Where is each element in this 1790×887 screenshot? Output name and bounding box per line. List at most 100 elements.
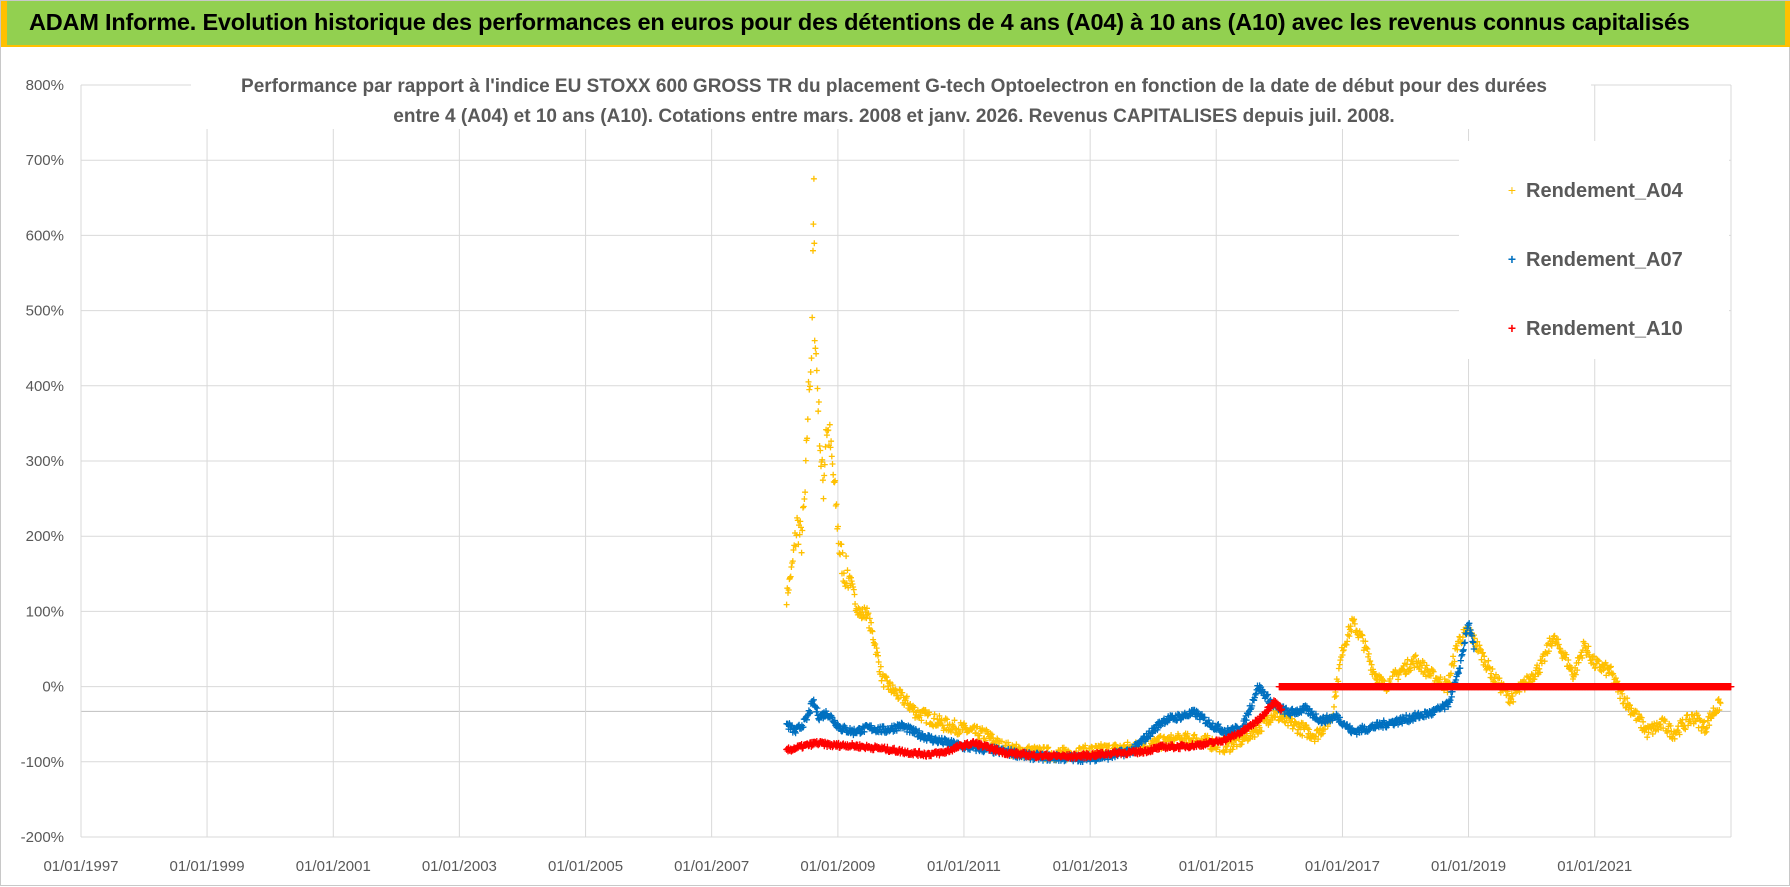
data-point-Rendement_A10 [1275,701,1283,709]
data-point-Rendement_A07 [1459,651,1466,658]
y-axis-tick-labels: 800% 700% 600% 500% 400% 300% 200% 100% 0% -100% -… [21,77,64,846]
data-point-Rendement_A07 [1252,690,1260,697]
data-point-Rendement_A04 [1356,628,1363,635]
data-point-Rendement_A07 [856,725,863,732]
data-point-Rendement_A04 [882,673,889,680]
data-point-Rendement_A07 [1458,652,1465,660]
data-point-Rendement_A07 [1201,714,1208,721]
data-point-Rendement_A04 [844,567,851,574]
data-point-Rendement_A04 [1591,653,1597,660]
data-point-Rendement_A04 [1503,692,1510,699]
data-point-Rendement_A04 [796,531,803,538]
data-point-Rendement_A04 [877,663,884,670]
data-point-Rendement_A04 [903,693,910,700]
data-point-Rendement_A04 [998,738,1005,745]
data-point-Rendement_A04 [1509,693,1516,700]
data-point-Rendement_A04 [1407,667,1414,674]
x-axis-tick-labels: 01/01/1997 01/01/1999 01/01/2001 01/01/2003… [43,858,1632,875]
data-point-Rendement_A04 [1534,662,1541,669]
data-point-Rendement_A04 [1694,712,1701,719]
data-point-Rendement_A04 [1671,735,1678,742]
data-point-Rendement_A04 [1335,665,1342,672]
data-point-Rendement_A04 [1304,734,1311,741]
data-point-Rendement_A07 [1366,727,1373,734]
data-point-Rendement_A04 [802,489,809,496]
data-point-Rendement_A04 [1454,646,1461,653]
data-point-Rendement_A04 [887,679,893,686]
data-point-Rendement_A04 [875,659,882,665]
data-point-Rendement_A04 [1703,728,1710,735]
legend-marker-a04: + [1508,182,1516,198]
data-point-Rendement_A04 [1662,718,1669,725]
data-point-Rendement_A10-flat [1727,683,1735,691]
data-point-Rendement_A04 [886,680,893,687]
data-point-Rendement_A04 [1609,671,1616,678]
data-point-Rendement_A04 [1551,632,1558,639]
legend: + Rendement_A04 + Rendement_A07 + Rendem… [1459,141,1729,359]
data-point-Rendement_A04 [1299,732,1306,739]
data-point-Rendement_A04 [889,682,896,689]
data-point-Rendement_A04 [823,432,830,439]
data-point-Rendement_A04 [808,355,815,362]
data-point-Rendement_A04 [1555,636,1562,643]
data-point-Rendement_A07 [1233,723,1240,730]
legend-item-a10: + Rendement_A10 [1508,318,1683,340]
data-point-Rendement_A07 [1214,722,1221,729]
legend-box [1459,141,1729,359]
data-point-Rendement_A04 [1412,653,1418,660]
data-point-Rendement_A04 [1272,714,1279,721]
data-point-Rendement_A04 [787,574,793,581]
data-point-Rendement_A04 [787,573,794,580]
data-point-Rendement_A07 [791,728,799,735]
data-point-Rendement_A04 [878,677,885,684]
legend-marker-a07: + [1508,251,1516,267]
data-point-Rendement_A04 [829,461,836,467]
data-point-Rendement_A04 [816,443,823,449]
data-point-Rendement_A07 [1426,708,1433,715]
data-point-Rendement_A04 [938,716,945,723]
series-Rendement_A07 [783,620,1478,765]
data-point-Rendement_A04 [1627,702,1633,709]
data-point-Rendement_A04 [1322,726,1328,733]
data-point-Rendement_A10 [999,746,1007,754]
data-point-Rendement_A04 [1531,676,1538,683]
data-point-Rendement_A10 [1271,698,1279,705]
data-point-Rendement_A04 [1608,663,1614,670]
data-point-Rendement_A04 [1351,620,1358,627]
data-point-Rendement_A04 [1112,741,1119,748]
banner-accent-left [1,1,7,47]
x-tick-label: 01/01/2021 [1557,858,1632,875]
data-point-Rendement_A04 [899,689,906,696]
data-point-Rendement_A04 [1343,641,1350,648]
data-point-Rendement_A04 [1404,656,1411,663]
data-point-Rendement_A04 [1448,670,1454,677]
data-point-Rendement_A07 [1470,639,1477,646]
data-point-Rendement_A04 [1532,673,1539,680]
data-point-Rendement_A07 [1448,693,1455,701]
data-point-Rendement_A04 [1191,731,1198,738]
data-point-Rendement_A04 [1264,716,1271,723]
data-point-Rendement_A04 [1649,731,1656,737]
data-point-Rendement_A07 [807,708,814,716]
x-tick-label: 01/01/2005 [548,858,623,875]
data-point-Rendement_A04 [1481,659,1488,666]
x-tick-label: 01/01/2001 [296,858,371,875]
data-point-Rendement_A07 [1469,638,1476,645]
data-point-Rendement_A07 [855,726,862,733]
data-point-Rendement_A07 [1320,713,1327,721]
data-point-Rendement_A04 [869,628,876,635]
data-point-Rendement_A04 [1346,633,1353,640]
data-point-Rendement_A04 [1362,638,1369,645]
y-tick-label: 700% [26,152,64,169]
x-tick-label: 01/01/2009 [800,858,875,875]
data-point-Rendement_A07 [1245,711,1252,718]
data-point-Rendement_A04 [1245,736,1252,743]
data-point-Rendement_A04 [1536,669,1543,676]
data-point-Rendement_A04 [1295,720,1302,727]
data-point-Rendement_A04 [873,645,880,652]
data-point-Rendement_A04 [1486,665,1493,672]
data-point-Rendement_A04 [795,541,802,548]
y-tick-label: 400% [26,378,64,395]
series-layer [783,175,1735,765]
title-backdrop [191,67,1591,129]
